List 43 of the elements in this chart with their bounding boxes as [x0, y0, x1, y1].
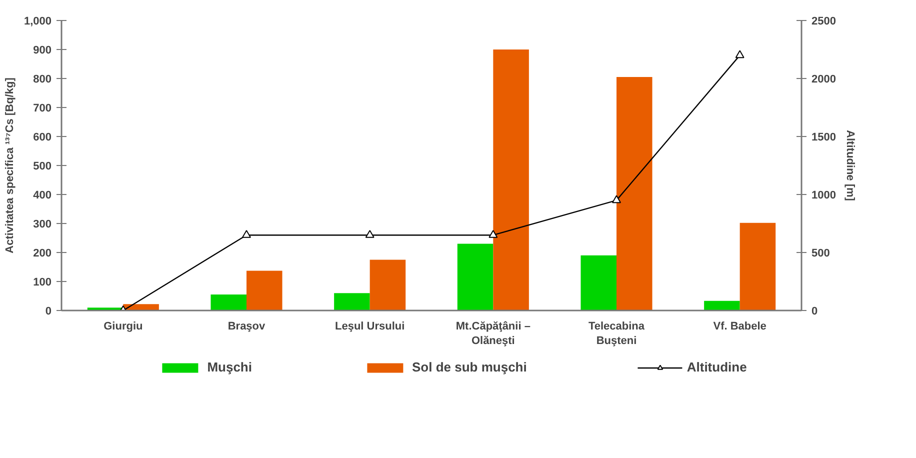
- legend-label: Altitudine: [686, 360, 747, 374]
- y-axis-title: Activitatea specifica ¹³⁷Cs [Bq/kg]: [4, 77, 16, 254]
- y-tick-label: 700: [33, 102, 52, 114]
- y-tick-label: 600: [33, 132, 52, 144]
- bar: [210, 294, 246, 310]
- point: [735, 50, 744, 58]
- x-tick-label: Braşov: [228, 320, 266, 332]
- y-tick-label: 900: [33, 44, 52, 56]
- x-tick-label: Giurgiu: [104, 320, 143, 332]
- point: [612, 195, 621, 204]
- y-tick-label: 100: [33, 276, 52, 288]
- y-tick-label: 500: [33, 160, 52, 172]
- x-tick-label: Vf. Babele: [713, 320, 766, 332]
- bar: [704, 300, 740, 310]
- bar: [370, 260, 406, 310]
- y-tick-label: 300: [33, 218, 52, 230]
- y-tick-label: 1,000: [24, 16, 52, 28]
- bar: [493, 50, 529, 310]
- y2-tick-label: 1000: [812, 190, 836, 202]
- y2-tick-label: 0: [812, 306, 818, 318]
- y-tick-label: 0: [45, 306, 52, 318]
- y-tick-label: 200: [33, 248, 52, 260]
- y2-tick-label: 500: [812, 248, 830, 260]
- x-tick-label: Leşul Ursului: [334, 320, 405, 332]
- point: [242, 230, 251, 238]
- point: [488, 230, 498, 238]
- bar: [580, 255, 616, 310]
- bar: [616, 77, 652, 310]
- legend-label: Muşchi: [207, 360, 252, 374]
- bar: [334, 293, 370, 310]
- y2-tick-label: 2000: [812, 74, 836, 86]
- x-tick-label: Mt.Căpăţânii – Olăneşti: [456, 320, 530, 347]
- point: [365, 230, 374, 238]
- x-tick-label: Telecabina Buşteni: [588, 320, 646, 347]
- y2-tick-label: 1500: [812, 132, 836, 144]
- bar: [457, 244, 494, 310]
- bar: [740, 222, 776, 310]
- legend-label: Sol de sub muşchi: [412, 360, 527, 374]
- y2-tick-label: 2500: [812, 16, 836, 28]
- y2-axis-title: Altitudine [m]: [844, 130, 856, 202]
- y-tick-label: 400: [33, 190, 52, 202]
- y-tick-label: 800: [33, 74, 52, 86]
- bar: [246, 270, 282, 310]
